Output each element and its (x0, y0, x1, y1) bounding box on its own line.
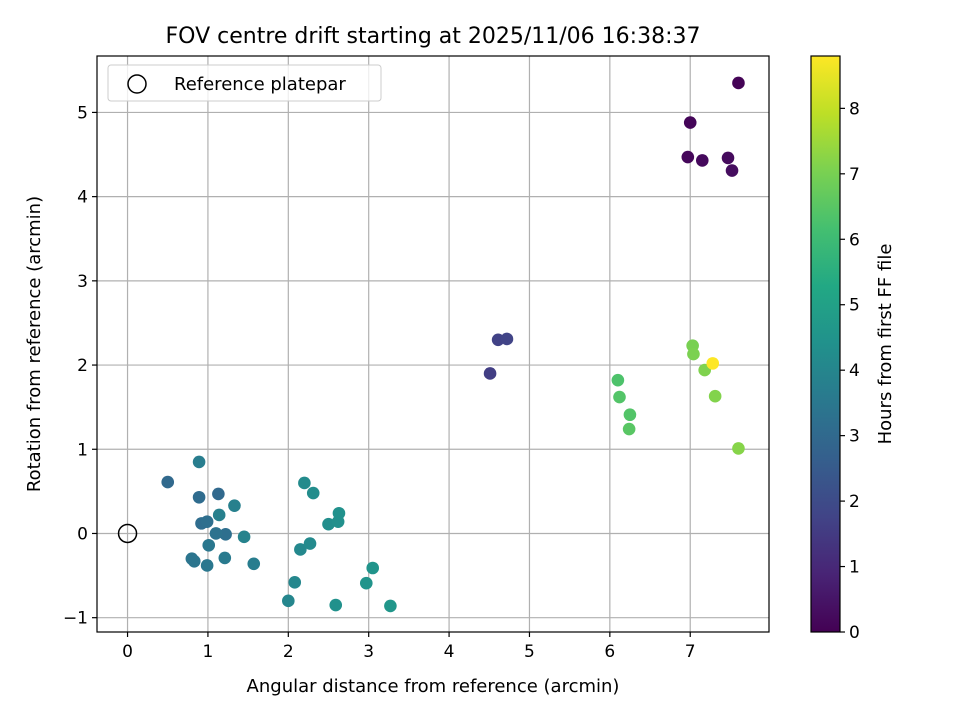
x-axis-ticks: 0 1 2 3 4 5 6 7 (122, 632, 696, 662)
data-point (294, 543, 307, 556)
y-tick-label: 3 (77, 272, 88, 292)
data-point (611, 373, 625, 387)
data-point (681, 150, 695, 164)
colorbar-tick-label: 3 (849, 427, 860, 447)
data-point (329, 598, 343, 612)
data-point (500, 332, 514, 346)
x-tick-label: 6 (604, 642, 615, 662)
legend-box (107, 64, 382, 102)
data-point (192, 490, 206, 504)
data-point (359, 576, 373, 590)
data-point (228, 499, 241, 512)
data-point (695, 154, 709, 167)
y-tick-label: 1 (77, 440, 88, 460)
data-point (721, 151, 735, 165)
colorbar-tick-label: 5 (849, 296, 860, 316)
colorbar-frame (810, 55, 841, 633)
reference-marker (117, 523, 138, 544)
colorbar: 0 1 2 3 4 5 6 7 8 Hours from first FF file (810, 55, 896, 643)
y-axis-ticks: −1 0 1 2 3 4 5 (63, 103, 97, 629)
data-point (218, 551, 232, 565)
data-point (708, 389, 722, 403)
x-tick-label: 3 (363, 642, 374, 662)
data-point (202, 538, 216, 552)
data-point (209, 527, 223, 540)
data-point (366, 561, 380, 575)
data-point (683, 116, 697, 129)
data-point (687, 347, 700, 361)
chart-title: FOV centre drift starting at 2025/11/06 … (166, 24, 701, 49)
data-point (483, 367, 497, 380)
data-point (622, 422, 636, 436)
colorbar-tick-label: 2 (849, 492, 860, 512)
data-point (725, 164, 739, 177)
y-tick-label: 2 (77, 356, 88, 376)
legend: Reference platepar (107, 64, 382, 102)
data-point (706, 357, 720, 370)
data-point (732, 76, 745, 90)
colorbar-tick-label: 4 (849, 361, 860, 381)
data-point (384, 599, 397, 613)
data-point (322, 517, 335, 531)
data-point (298, 476, 311, 490)
data-point (288, 576, 302, 589)
x-tick-label: 1 (203, 642, 214, 662)
colorbar-ticks: 0 1 2 3 4 5 6 7 8 (840, 99, 860, 643)
y-tick-label: 0 (77, 524, 88, 544)
legend-marker (127, 74, 147, 94)
colorbar-label: Hours from first FF file (875, 244, 896, 445)
y-tick-label: 5 (77, 103, 88, 123)
x-tick-label: 4 (444, 642, 455, 662)
data-points (161, 76, 745, 613)
data-point (247, 557, 261, 571)
colorbar-gradient (811, 56, 840, 632)
data-point (212, 508, 226, 522)
data-point (306, 486, 320, 500)
y-tick-label: 4 (77, 188, 88, 208)
y-tick-label: −1 (63, 609, 88, 629)
data-point (187, 554, 201, 568)
axes-frame (96, 55, 770, 633)
colorbar-tick-label: 6 (849, 230, 860, 250)
data-point (282, 594, 295, 608)
data-point (200, 559, 214, 572)
x-axis-label: Angular distance from reference (arcmin) (247, 676, 620, 697)
colorbar-tick-label: 8 (849, 99, 860, 119)
data-point (332, 506, 346, 520)
data-point (192, 455, 206, 469)
data-point (613, 390, 626, 404)
x-tick-label: 2 (283, 642, 294, 662)
data-point (237, 530, 251, 544)
data-point (200, 515, 214, 528)
data-point (303, 537, 317, 550)
data-point (161, 475, 175, 489)
data-point (212, 487, 225, 501)
data-point (623, 408, 637, 422)
x-tick-label: 7 (685, 642, 696, 662)
x-tick-label: 5 (524, 642, 535, 662)
colorbar-tick-label: 0 (849, 623, 860, 643)
y-axis-label: Rotation from reference (arcmin) (24, 196, 45, 492)
data-point (219, 528, 232, 541)
data-point (732, 442, 745, 455)
colorbar-tick-label: 7 (849, 165, 860, 185)
colorbar-tick-label: 1 (849, 558, 860, 578)
x-tick-label: 0 (122, 642, 133, 662)
legend-label: Reference platepar (174, 74, 346, 95)
